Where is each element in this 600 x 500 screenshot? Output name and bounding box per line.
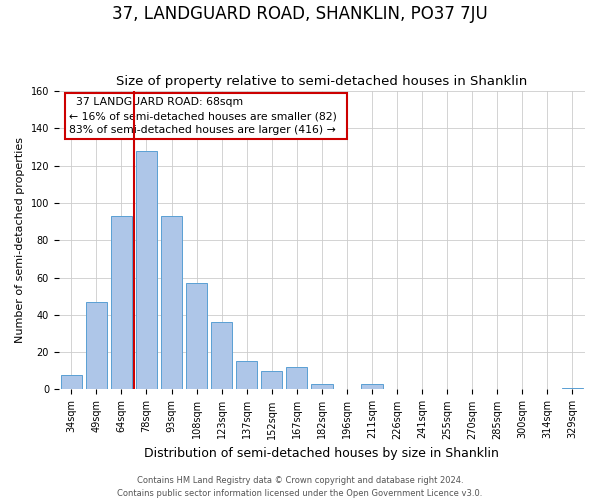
Bar: [211, 322, 232, 390]
Text: Contains HM Land Registry data © Crown copyright and database right 2024.
Contai: Contains HM Land Registry data © Crown c…: [118, 476, 482, 498]
Bar: [111, 216, 132, 390]
Bar: [136, 150, 157, 390]
Bar: [61, 374, 82, 390]
Bar: [286, 367, 307, 390]
Bar: [562, 388, 583, 390]
Bar: [86, 302, 107, 390]
Text: 37 LANDGUARD ROAD: 68sqm  
← 16% of semi-detached houses are smaller (82)
83% of: 37 LANDGUARD ROAD: 68sqm ← 16% of semi-d…: [70, 97, 343, 135]
Bar: [161, 216, 182, 390]
Y-axis label: Number of semi-detached properties: Number of semi-detached properties: [15, 137, 25, 343]
Title: Size of property relative to semi-detached houses in Shanklin: Size of property relative to semi-detach…: [116, 76, 527, 88]
Bar: [311, 384, 332, 390]
Bar: [261, 371, 283, 390]
X-axis label: Distribution of semi-detached houses by size in Shanklin: Distribution of semi-detached houses by …: [145, 447, 499, 460]
Bar: [361, 384, 383, 390]
Bar: [186, 283, 207, 390]
Bar: [236, 362, 257, 390]
Text: 37, LANDGUARD ROAD, SHANKLIN, PO37 7JU: 37, LANDGUARD ROAD, SHANKLIN, PO37 7JU: [112, 5, 488, 23]
